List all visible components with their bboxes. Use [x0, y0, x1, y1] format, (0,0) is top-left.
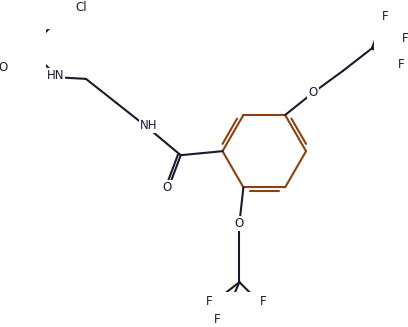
- Text: F: F: [382, 10, 389, 23]
- Text: O: O: [0, 61, 8, 74]
- Text: F: F: [213, 313, 220, 326]
- Text: F: F: [260, 295, 267, 308]
- Text: HN: HN: [47, 69, 64, 82]
- Text: O: O: [235, 217, 244, 230]
- Text: O: O: [162, 181, 172, 194]
- Text: NH: NH: [140, 119, 157, 132]
- Text: F: F: [402, 32, 408, 45]
- Text: F: F: [397, 58, 404, 71]
- Text: O: O: [308, 86, 318, 99]
- Text: F: F: [206, 295, 212, 308]
- Text: Cl: Cl: [75, 1, 87, 14]
